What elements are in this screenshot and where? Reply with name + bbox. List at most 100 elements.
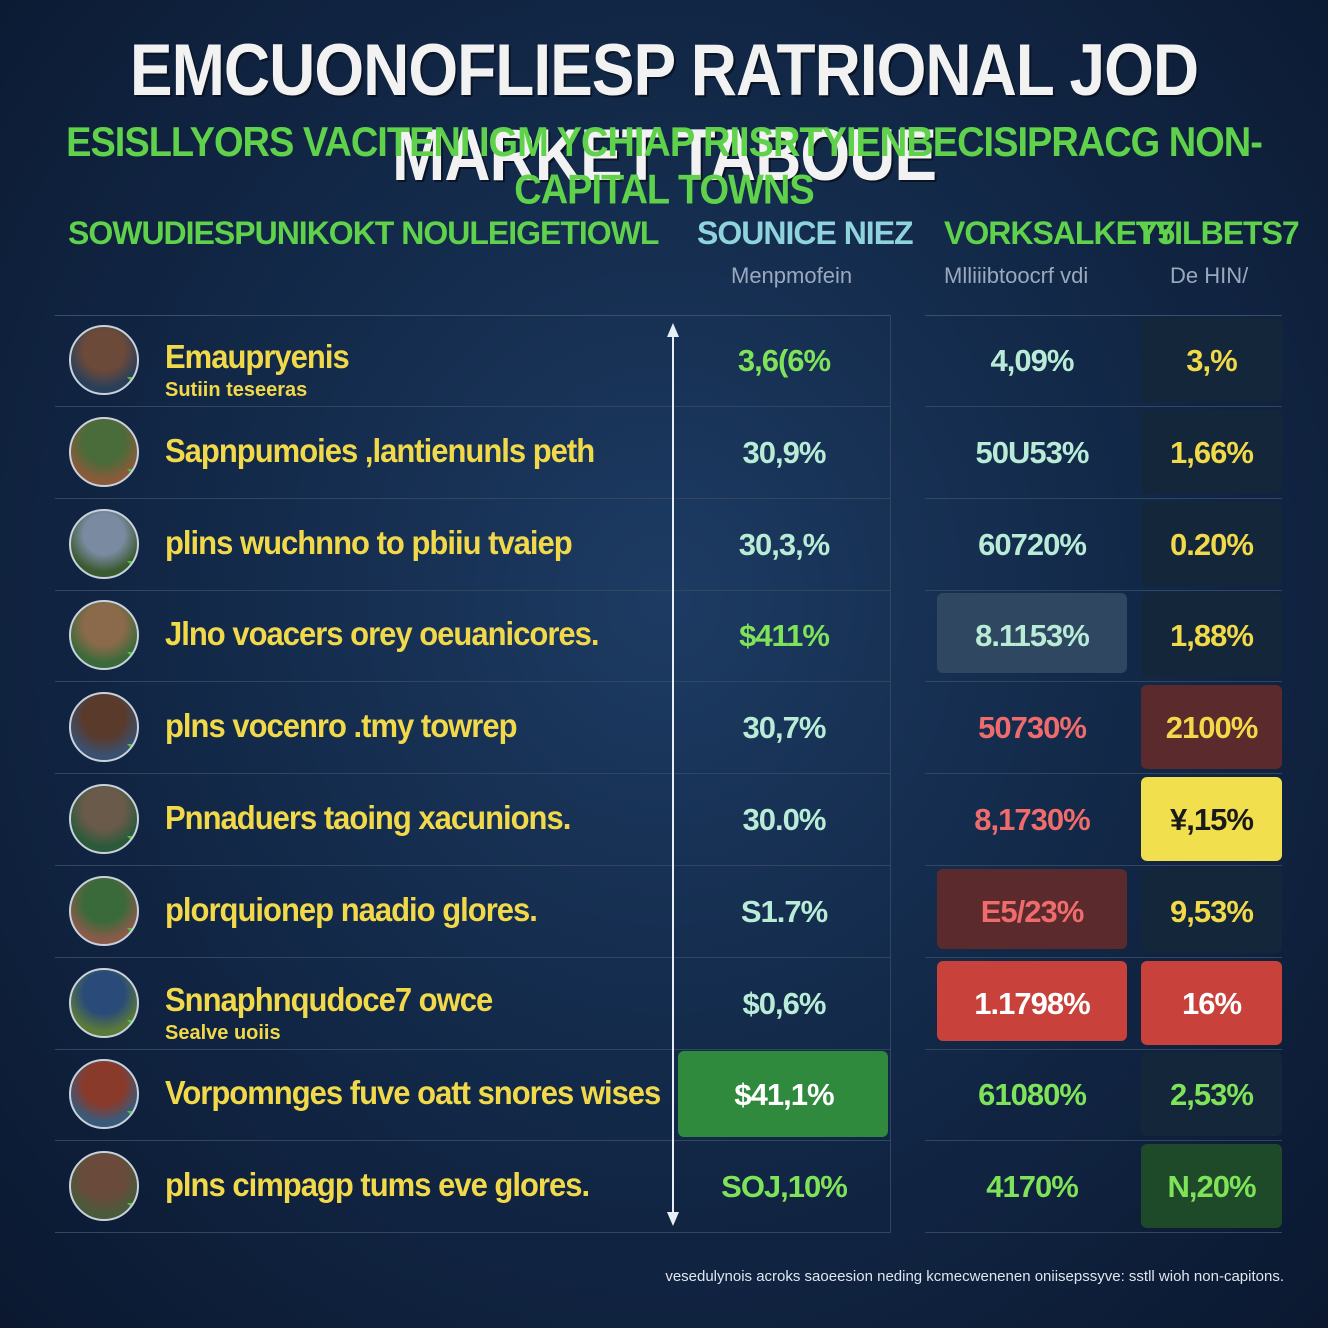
leaf-icon (127, 744, 137, 757)
col2-subheader: Mlliiibtoocrf vdi (944, 263, 1089, 288)
table-row: Vorpomnges fuve oatt snores wises $41,1% 6… (55, 1049, 1282, 1142)
col3-subheader: De HIN/ (1170, 263, 1249, 288)
row-category-cell: Vorpomnges fuve oatt snores wises $41,1% (55, 1049, 890, 1142)
col3-highlight (1141, 593, 1282, 678)
row-label: Sapnpumoies ,lantienunls peth (165, 431, 595, 470)
row-category-cell: Sapnpumoies ,lantienunls peth 30,9% (55, 407, 890, 499)
col3-value: N,20% (1167, 1169, 1256, 1205)
col3-highlight (1141, 318, 1282, 402)
col2-value: 4170% (986, 1169, 1079, 1205)
row-category-cell: plns vocenro .tmy towrep 30,7% (55, 682, 890, 775)
col3-highlight (1141, 1052, 1282, 1137)
row-label: Pnnaduers taoing xacunions. (165, 798, 571, 837)
col3-highlight (1141, 409, 1282, 494)
col2-value: 50U53% (975, 434, 1090, 470)
row-label: Emaupryenis (165, 337, 350, 376)
col2-value: 8,1730% (974, 802, 1090, 837)
row-category-cell: Pnnaduers taoing xacunions. 30.0% (55, 774, 890, 866)
building-avatar-icon (69, 508, 139, 579)
leaf-icon (127, 560, 137, 573)
col2-value: 61080% (978, 1077, 1087, 1113)
column-divider (890, 315, 891, 1233)
row-label: plorquionep naadio glores. (165, 890, 538, 929)
col1-value: 30,3,% (738, 526, 831, 562)
page-title: EMCUONOFLIESP RATRIONAL JOD MARKET TABOU… (129, 28, 1199, 196)
col3-value: 9,53% (1170, 893, 1254, 929)
col3-highlight (1141, 685, 1282, 770)
building-avatar-icon (69, 967, 139, 1038)
col3-value: 1,66% (1170, 434, 1254, 470)
col3-value: ¥,15% (1170, 802, 1254, 837)
person-avatar-icon (69, 692, 139, 763)
col3-highlight (1141, 1144, 1282, 1229)
leaf-icon (127, 377, 137, 389)
col1-value: S1.7% (740, 893, 828, 929)
row-sublabel: Sealve uoiis (165, 1021, 281, 1044)
data-table: Emaupryenis Sutiin teseeras 3,6(6% 4,09% 3,%… (55, 315, 1282, 1234)
row-values-cell: 50730% 2100% (925, 682, 1282, 775)
col2-value: 50730% (978, 710, 1087, 746)
col1-value: 30,9% (742, 434, 827, 470)
col2-value: 1.1798% (974, 985, 1090, 1021)
row-values-cell: 8,1730% ¥,15% (925, 774, 1282, 866)
category-column-header: SOWUDIESPUNIKOKT NOULEIGETIOWL (68, 215, 659, 251)
col1-header: SOUNICE NIEZ (697, 215, 914, 251)
leaf-icon (127, 1019, 137, 1032)
col1-value: $0,6% (742, 985, 827, 1021)
table-row: Pnnaduers taoing xacunions. 30.0% 8,1730% ¥… (55, 774, 1282, 866)
row-category-cell: plins wuchnno to pbiiu tvaiep 30,3,% (55, 499, 890, 591)
col3-value: 2100% (1165, 710, 1259, 746)
row-label: Vorpomnges fuve oatt snores wises (165, 1073, 661, 1112)
col2-highlight (937, 868, 1127, 949)
leaf-icon (127, 652, 137, 665)
building-avatar-icon (69, 784, 139, 854)
leaf-icon (127, 1111, 137, 1124)
col1-value: 3,6(6% (737, 343, 831, 378)
person-avatar-icon (69, 1059, 139, 1130)
row-label: Snnaphnqudoce7 owce (165, 980, 493, 1018)
col1-value: SOJ,10% (721, 1169, 848, 1205)
col3-highlight (1141, 960, 1282, 1045)
building-avatar-icon (69, 600, 139, 671)
col1-value: 30,7% (742, 710, 827, 746)
col2-header: VORKSALKETY (944, 215, 1176, 251)
person-avatar-icon (69, 416, 139, 487)
col2-value: 8.1153% (975, 618, 1090, 654)
table-row: Jlno voacers orey oeuanicores. $411% 8.115… (55, 590, 1282, 683)
arrow-down-icon (667, 1212, 679, 1226)
col2-highlight (937, 960, 1127, 1041)
table-row: Emaupryenis Sutiin teseeras 3,6(6% 4,09% 3,% (55, 315, 1282, 407)
leaf-icon (127, 1203, 137, 1216)
col3-highlight (1141, 501, 1282, 586)
col3-value: 3,% (1186, 343, 1237, 378)
leaf-icon (127, 927, 137, 940)
page-subtitle: ESISLLYORS VACITENI IGM YCHIAP RIISRTYIE… (66, 119, 1263, 214)
row-label: plns cimpagp tums eve glores. (165, 1165, 590, 1204)
col2-value: E5/23% (980, 893, 1085, 929)
row-category-cell: plns cimpagp tums eve glores. SOJ,10% (55, 1141, 890, 1234)
row-values-cell: 4170% N,20% (925, 1141, 1282, 1234)
vertical-range-line (672, 330, 674, 1220)
col1-value: 30.0% (742, 802, 827, 837)
col1-value: $41,1% (734, 1077, 834, 1113)
col3-highlight (1141, 868, 1282, 953)
table-row: plns vocenro .tmy towrep 30,7% 50730% 2100% (55, 682, 1282, 775)
row-values-cell: 60720% 0.20% (925, 499, 1282, 591)
row-values-cell: E5/23% 9,53% (925, 866, 1282, 958)
row-category-cell: Emaupryenis Sutiin teseeras 3,6(6% (55, 315, 890, 407)
table-top-border-right (925, 315, 1282, 316)
col1-subheader: Menpmofein (731, 263, 853, 288)
col3-value: 16% (1181, 985, 1242, 1021)
row-category-cell: Snnaphnqudoce7 owce Sealve uoiis $0,6% (55, 958, 890, 1050)
building-avatar-icon (69, 1151, 139, 1222)
row-values-cell: 50U53% 1,66% (925, 407, 1282, 499)
table-row: plns cimpagp tums eve glores. SOJ,10% 4170… (55, 1141, 1282, 1234)
col3-value: 0.20% (1170, 526, 1254, 562)
col1-highlight (678, 1051, 888, 1138)
col2-highlight (937, 593, 1127, 674)
row-values-cell: 1.1798% 16% (925, 958, 1282, 1050)
col3-value: 1,88% (1170, 618, 1254, 654)
row-values-cell: 8.1153% 1,88% (925, 590, 1282, 683)
table-row: Snnaphnqudoce7 owce Sealve uoiis $0,6% 1.17… (55, 958, 1282, 1050)
table-top-border (55, 315, 890, 316)
